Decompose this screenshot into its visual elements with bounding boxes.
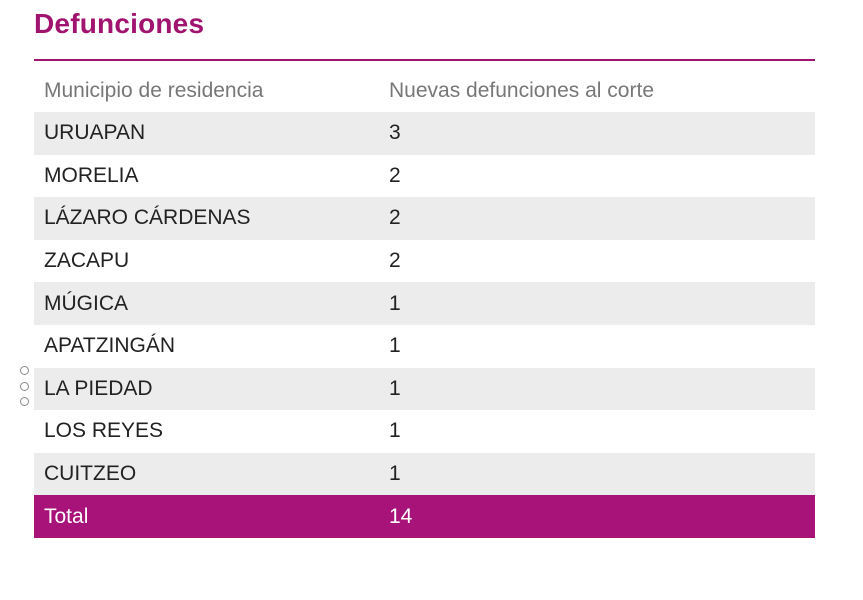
page-title: Defunciones (34, 8, 205, 39)
total-value: 14 (389, 504, 413, 528)
defunciones-cell: 1 (389, 291, 401, 315)
defunciones-cell: 2 (389, 249, 401, 273)
municipio-cell: LOS REYES (44, 419, 164, 443)
column-header-defunciones: Nuevas defunciones al corte (389, 79, 654, 102)
table-header-row: Municipio de residencia Nuevas defuncion… (34, 70, 815, 112)
defunciones-cell: 3 (389, 121, 401, 145)
municipio-cell: LÁZARO CÁRDENAS (44, 206, 251, 230)
table-row: MORELIA 2 (34, 155, 815, 198)
municipio-cell: ZACAPU (44, 249, 130, 273)
table-row: LÁZARO CÁRDENAS 2 (34, 197, 815, 240)
municipio-cell: URUAPAN (44, 121, 146, 145)
total-label: Total (44, 504, 89, 528)
table-row: LA PIEDAD 1 (34, 367, 815, 411)
drag-handle-dot (19, 397, 29, 406)
table-row: APATZINGÁN 1 (34, 325, 815, 368)
municipio-cell: MÚGICA (44, 291, 128, 315)
table-row: CUITZEO 1 (34, 452, 815, 496)
defunciones-cell: 1 (389, 334, 401, 358)
defunciones-cell: 1 (389, 419, 401, 443)
drag-handle-icon[interactable] (18, 366, 30, 406)
defunciones-cell: 1 (389, 462, 401, 486)
defunciones-cell: 2 (389, 163, 401, 187)
municipio-cell: MORELIA (44, 163, 139, 187)
municipio-cell: APATZINGÁN (44, 334, 176, 358)
deaths-table: Municipio de residencia Nuevas defuncion… (34, 70, 815, 538)
table-row: LOS REYES 1 (34, 410, 815, 453)
defunciones-cell: 1 (389, 376, 401, 400)
drag-handle-dot (19, 366, 29, 375)
table-row: MÚGICA 1 (34, 282, 815, 325)
table-row: ZACAPU 2 (34, 240, 815, 283)
municipio-cell: CUITZEO (44, 462, 137, 486)
drag-handle-dot (19, 381, 29, 391)
table-total-row: Total 14 (34, 495, 815, 538)
municipio-cell: LA PIEDAD (44, 376, 153, 400)
column-header-municipio: Municipio de residencia (44, 79, 264, 102)
table-row: URUAPAN 3 (34, 112, 815, 155)
defunciones-cell: 2 (389, 206, 401, 230)
title-divider (34, 59, 815, 61)
